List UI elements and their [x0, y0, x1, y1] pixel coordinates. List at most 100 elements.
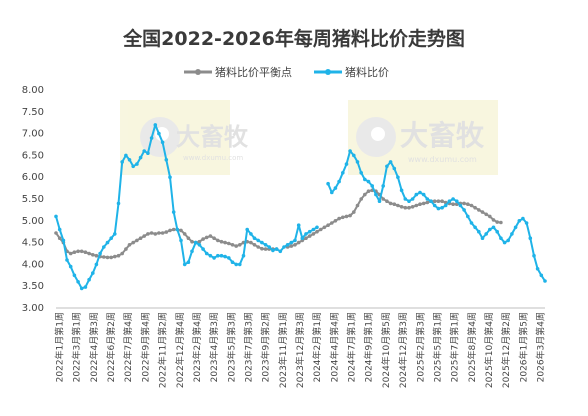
data-point-balance — [190, 239, 194, 244]
watermark-text: 大畜牧 — [176, 123, 249, 151]
data-point-balance — [436, 199, 441, 203]
x-axis: 2022年1月第1周 2022年3月第1周 2022年4月第3周 2022年6月第2周… — [54, 312, 547, 388]
data-point-ratio — [513, 225, 518, 230]
data-point-ratio — [352, 153, 356, 158]
data-point-balance — [153, 232, 158, 236]
data-point-balance — [414, 203, 419, 208]
data-point-ratio — [491, 225, 496, 230]
data-point-balance — [212, 236, 216, 240]
data-point-ratio — [65, 258, 69, 262]
data-point-ratio — [495, 229, 500, 234]
data-point-balance — [432, 199, 437, 203]
data-point-ratio — [377, 199, 382, 203]
x-tick-label: 2026年3月第4周 — [535, 312, 547, 382]
data-point-balance — [484, 212, 489, 217]
data-point-ratio — [484, 232, 489, 236]
data-point-ratio — [399, 188, 404, 193]
data-point-ratio — [160, 140, 165, 145]
y-tick-label: 6.50 — [22, 150, 44, 161]
data-point-ratio — [197, 243, 202, 247]
data-point-ratio — [443, 203, 448, 208]
data-point-ratio — [543, 279, 547, 283]
data-point-ratio — [502, 240, 507, 245]
data-point-ratio — [157, 131, 161, 136]
x-tick-label: 2026年1月第5周 — [517, 312, 529, 382]
data-point-ratio — [61, 238, 66, 243]
x-tick-label: 2023年9月第2周 — [260, 312, 272, 382]
y-tick-label: 7.50 — [22, 107, 44, 118]
data-point-ratio — [164, 158, 169, 162]
data-point-balance — [116, 253, 121, 258]
x-tick-label: 2025年7月第1周 — [449, 312, 461, 382]
data-point-ratio — [149, 136, 154, 140]
data-point-ratio — [238, 262, 242, 267]
data-point-balance — [322, 225, 327, 230]
data-point-balance — [403, 205, 408, 210]
data-point-ratio — [79, 286, 84, 291]
data-point-balance — [219, 239, 224, 244]
data-point-balance — [113, 254, 117, 259]
y-tick-label: 6.00 — [22, 172, 44, 183]
data-point-ratio — [521, 216, 525, 221]
data-point-balance — [337, 216, 341, 221]
watermark-sub: www.dxumu.com — [408, 155, 477, 164]
data-point-ratio — [466, 214, 470, 219]
data-point-ratio — [528, 236, 533, 240]
data-point-balance — [421, 201, 426, 206]
data-point-ratio — [315, 225, 319, 230]
data-point-ratio — [219, 253, 224, 258]
data-point-balance — [168, 228, 172, 233]
data-point-balance — [352, 210, 356, 214]
x-tick-label: 2024年7月第1周 — [346, 312, 358, 382]
data-point-balance — [451, 202, 455, 206]
data-point-ratio — [263, 243, 268, 247]
data-point-balance — [142, 234, 146, 238]
x-tick-label: 2024年2月第1周 — [311, 312, 323, 382]
data-point-balance — [418, 202, 422, 206]
x-tick-label: 2025年2月第3周 — [414, 312, 426, 382]
data-point-balance — [495, 220, 500, 224]
y-tick-label: 4.00 — [22, 259, 44, 270]
data-point-balance — [127, 243, 132, 247]
data-point-ratio — [348, 149, 352, 153]
data-point-ratio — [234, 262, 238, 267]
data-point-ratio — [267, 245, 272, 249]
data-point-ratio — [462, 208, 466, 212]
data-point-balance — [234, 244, 238, 248]
data-point-ratio — [201, 247, 205, 251]
data-point-ratio — [182, 262, 187, 267]
data-point-balance — [341, 215, 345, 220]
data-point-balance — [480, 210, 485, 214]
data-point-ratio — [535, 267, 540, 271]
data-point-ratio — [311, 227, 316, 232]
x-tick-label: 2024年10月第5周 — [380, 312, 392, 388]
data-point-ratio — [171, 210, 176, 214]
data-point-ratio — [403, 197, 408, 201]
data-point-balance — [230, 243, 235, 247]
data-point-ratio — [296, 223, 301, 227]
data-point-ratio — [142, 149, 146, 153]
data-point-ratio — [480, 236, 485, 240]
data-point-balance — [160, 231, 165, 235]
data-point-balance — [263, 247, 268, 251]
data-point-ratio — [421, 192, 426, 197]
data-point-balance — [146, 232, 150, 236]
data-point-balance — [227, 241, 231, 246]
data-point-balance — [366, 189, 371, 193]
data-point-ratio — [374, 192, 378, 197]
legend-entry-ratio: 猪料比价 — [345, 65, 389, 79]
data-point-ratio — [539, 273, 544, 278]
y-axis: 3.00 3.50 4.00 4.50 5.00 5.50 6.00 6.50 7.00 7.50… — [22, 85, 44, 314]
data-point-ratio — [68, 264, 73, 269]
x-tick-label: 2023年11月第1周 — [277, 312, 289, 388]
data-point-ratio — [469, 221, 474, 225]
data-point-balance — [83, 250, 88, 254]
data-point-ratio — [241, 253, 246, 258]
data-point-ratio — [245, 227, 249, 232]
data-point-ratio — [153, 123, 158, 127]
data-point-ratio — [186, 260, 191, 265]
data-point-balance — [54, 231, 58, 235]
data-point-ratio — [138, 155, 143, 160]
data-point-ratio — [57, 227, 62, 232]
